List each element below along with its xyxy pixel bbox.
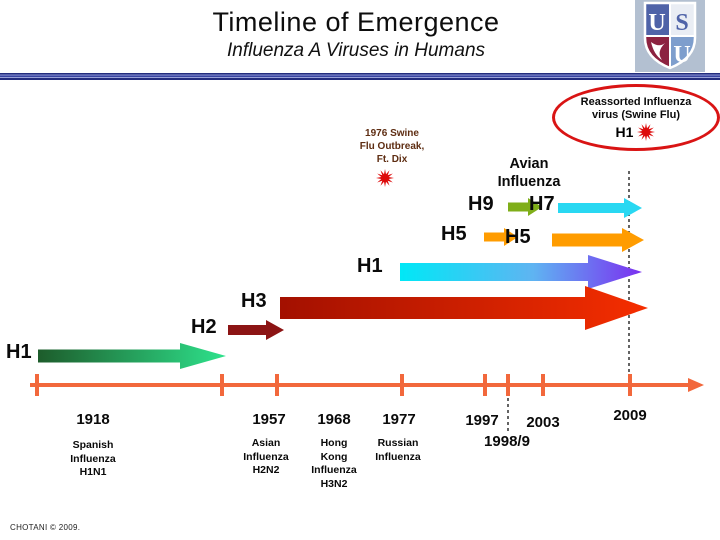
- logo-letter-s: S: [675, 10, 688, 36]
- arrow-h1-1918: [38, 343, 226, 369]
- strain-label-h9: H9: [468, 193, 494, 215]
- strain-label-h1-1918: H1: [6, 341, 32, 363]
- year-1998-9: 1998/9: [484, 433, 530, 450]
- event-hong-kong-influenza: Hong Kong Influenza H3N2: [311, 437, 357, 490]
- year-2009: 2009: [613, 407, 647, 424]
- strain-label-h5-right: H5: [505, 226, 531, 248]
- header-divider: [0, 72, 720, 80]
- caduceus-mark: [651, 42, 665, 60]
- event-spanish-influenza: Spanish Influenza H1N1: [70, 439, 116, 479]
- strain-label-h7: H7: [529, 193, 555, 215]
- note-1976-swine-outbreak: 1976 Swine Flu Outbreak, Ft. Dix: [359, 128, 425, 165]
- arrow-h1-1977: [400, 255, 642, 289]
- tick-1998: [506, 374, 510, 396]
- starburst-1976-icon: [376, 169, 394, 187]
- strain-label-h3: H3: [241, 290, 267, 312]
- year-1968: 1968: [317, 411, 351, 428]
- avian-influenza-label: Avian Influenza: [497, 156, 561, 191]
- tick-1997: [483, 374, 487, 396]
- credit-line: CHOTANI © 2009.: [10, 523, 81, 532]
- event-asian-influenza: Asian Influenza H2N2: [243, 437, 289, 477]
- logo-letter-u1: U: [648, 10, 665, 36]
- year-2003: 2003: [526, 414, 560, 431]
- usu-shield-logo: U S U: [635, 0, 705, 72]
- event-russian-influenza: Russian Influenza: [375, 437, 421, 463]
- page-title: Timeline of Emergence: [212, 7, 500, 37]
- strain-label-h5-left: H5: [441, 223, 467, 245]
- year-1918: 1918: [76, 411, 110, 428]
- logo-letter-u2: U: [673, 42, 690, 68]
- year-1997: 1997: [465, 412, 499, 429]
- arrow-h2-1957: [228, 320, 284, 340]
- tick-2009: [628, 374, 632, 396]
- arrow-h3-1968: [280, 286, 648, 330]
- arrow-h7: [558, 198, 642, 218]
- time-axis: [30, 374, 704, 396]
- page-subtitle: Influenza A Viruses in Humans: [226, 40, 486, 61]
- swine-flu-callout: Reassorted Influenza virus (Swine Flu) H…: [552, 84, 720, 151]
- tick-1968: [275, 374, 279, 396]
- strain-label-h1-1977: H1: [357, 255, 383, 277]
- callout-strain-label: H1: [615, 124, 634, 141]
- strain-label-h2: H2: [191, 316, 217, 338]
- callout-text: Reassorted Influenza virus (Swine Flu): [580, 96, 692, 122]
- tick-2003: [541, 374, 545, 396]
- year-1977: 1977: [382, 411, 416, 428]
- tick-1918: [35, 374, 39, 396]
- arrow-h5-long: [552, 228, 644, 252]
- starburst-swine-icon: [637, 123, 656, 142]
- year-1957: 1957: [252, 411, 286, 428]
- tick-1977: [400, 374, 404, 396]
- tick-1957: [220, 374, 224, 396]
